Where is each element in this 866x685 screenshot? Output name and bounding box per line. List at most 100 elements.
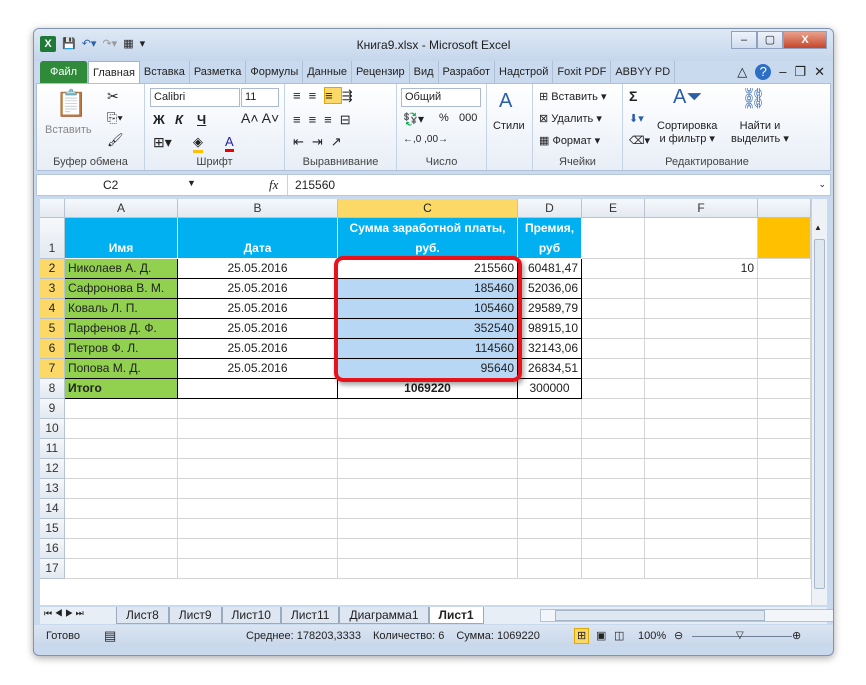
cell-A11[interactable] — [65, 439, 178, 459]
cell-D11[interactable] — [518, 439, 582, 459]
worksheet-grid[interactable]: A B C D E F 1 Имя Дата Сумма заработной платы, руб… — [40, 199, 811, 605]
cell-A10[interactable] — [65, 419, 178, 439]
percent-button[interactable]: % — [439, 112, 449, 124]
cell-C16[interactable] — [338, 539, 518, 559]
cell-C10[interactable] — [338, 419, 518, 439]
sheet-tab-2[interactable]: Лист10 — [221, 607, 281, 624]
cell-F16[interactable] — [645, 539, 758, 559]
cell-B10[interactable] — [178, 419, 338, 439]
cell-C1[interactable]: Сумма заработной платы, руб. — [338, 218, 518, 259]
customize-toolbar-icon[interactable]: ▾ — [139, 38, 146, 50]
cell-B8[interactable] — [178, 379, 338, 399]
column-header-D[interactable]: D — [518, 199, 582, 218]
tab-8[interactable]: Разработ — [439, 61, 496, 83]
cell-F14[interactable] — [645, 499, 758, 519]
redo-icon[interactable]: ↷▾ — [102, 38, 118, 50]
cell-B17[interactable] — [178, 559, 338, 579]
row-header-13[interactable]: 13 — [40, 479, 65, 499]
cell-A6[interactable]: Петров Ф. Л. — [65, 339, 178, 359]
tab-7[interactable]: Вид — [410, 61, 439, 83]
cell-C11[interactable] — [338, 439, 518, 459]
column-header-A[interactable]: A — [65, 199, 178, 218]
cell-B14[interactable] — [178, 499, 338, 519]
cell-B4[interactable]: 25.05.2016 — [178, 299, 338, 319]
underline-button[interactable]: Ч — [197, 112, 207, 127]
cell-A14[interactable] — [65, 499, 178, 519]
cell-D1[interactable]: Премия, руб — [518, 218, 582, 259]
cell-C14[interactable] — [338, 499, 518, 519]
currency-icon[interactable]: 💱▾ — [403, 112, 424, 126]
cell-F12[interactable] — [645, 459, 758, 479]
cell-G15[interactable] — [758, 519, 811, 539]
cell-F11[interactable] — [645, 439, 758, 459]
row-header-1[interactable]: 1 — [40, 218, 65, 259]
borders-icon[interactable]: ⊞▾ — [153, 134, 172, 150]
cell-F13[interactable] — [645, 479, 758, 499]
font-name-select[interactable]: Calibri — [150, 88, 240, 107]
cell-A7[interactable]: Попова М. Д. — [65, 359, 178, 379]
indent-icons[interactable]: ⇤⇥↗ — [293, 134, 350, 149]
cell-F5[interactable] — [645, 319, 758, 339]
row-header-3[interactable]: 3 — [40, 279, 65, 299]
cell-G2[interactable] — [758, 259, 811, 279]
row-header-10[interactable]: 10 — [40, 419, 65, 439]
row-header-2[interactable]: 2 — [40, 259, 65, 279]
cell-F1[interactable] — [645, 218, 758, 259]
styles-button[interactable]: Стили — [493, 120, 525, 132]
find-select-button[interactable]: Найти и выделить ▾ — [731, 120, 789, 145]
cell-D2[interactable]: 60481,47 — [518, 259, 582, 279]
cell-A4[interactable]: Коваль Л. П. — [65, 299, 178, 319]
cell-E1[interactable] — [582, 218, 645, 259]
cell-E17[interactable] — [582, 559, 645, 579]
zoom-slider[interactable] — [692, 636, 792, 637]
cell-E8[interactable] — [582, 379, 645, 399]
tab-1[interactable]: Главная — [88, 61, 140, 83]
cell-A8[interactable]: Итого — [65, 379, 178, 399]
restore-workbook-icon[interactable]: ❐ — [794, 64, 807, 79]
tab-6[interactable]: Рецензир — [352, 61, 410, 83]
thousands-button[interactable]: 000 — [459, 112, 478, 124]
vertical-scroll-thumb[interactable] — [814, 239, 825, 589]
font-size-select[interactable]: 11 — [241, 88, 279, 107]
save-icon[interactable]: 💾 — [62, 38, 76, 50]
row-header-15[interactable]: 15 — [40, 519, 65, 539]
horizontal-scroll-thumb[interactable] — [555, 610, 765, 621]
normal-view-icon[interactable]: ⊞ — [574, 628, 590, 644]
cell-E9[interactable] — [582, 399, 645, 419]
tab-4[interactable]: Формулы — [246, 61, 304, 83]
tab-9[interactable]: Надстрой — [495, 61, 554, 83]
zoom-in-icon[interactable]: ⊕ — [792, 630, 802, 642]
cell-G13[interactable] — [758, 479, 811, 499]
zoom-level[interactable]: 100% — [638, 630, 667, 642]
cell-C8[interactable]: 1069220 — [338, 379, 518, 399]
cell-D14[interactable] — [518, 499, 582, 519]
cell-E10[interactable] — [582, 419, 645, 439]
minimize-button[interactable]: – — [731, 31, 757, 49]
undo-icon[interactable]: ↶▾ — [81, 38, 97, 50]
select-all-button[interactable] — [40, 199, 65, 218]
sheet-tab-0[interactable]: Лист8 — [116, 607, 169, 624]
cell-B15[interactable] — [178, 519, 338, 539]
cell-B9[interactable] — [178, 399, 338, 419]
cell-F4[interactable] — [645, 299, 758, 319]
cell-A3[interactable]: Сафронова В. М. — [65, 279, 178, 299]
close-button[interactable]: X — [783, 31, 827, 49]
cell-B2[interactable]: 25.05.2016 — [178, 259, 338, 279]
cell-F10[interactable] — [645, 419, 758, 439]
tab-0[interactable]: Файл — [40, 61, 89, 83]
row-header-17[interactable]: 17 — [40, 559, 65, 579]
cell-A16[interactable] — [65, 539, 178, 559]
cell-F15[interactable] — [645, 519, 758, 539]
cell-F3[interactable] — [645, 279, 758, 299]
cell-A12[interactable] — [65, 459, 178, 479]
decimal-icons[interactable]: ←,0 ,00→ — [403, 134, 449, 145]
maximize-button[interactable]: ▢ — [757, 31, 783, 49]
copy-icon[interactable]: ⎘▾ — [107, 110, 123, 125]
horizontal-align-icons[interactable]: ≡≡≡⊟ — [293, 112, 359, 127]
cell-D12[interactable] — [518, 459, 582, 479]
cell-G3[interactable] — [758, 279, 811, 299]
cell-C5[interactable]: 352540 — [338, 319, 518, 339]
delete-cells-button[interactable]: ⊠ Удалить ▾ — [539, 113, 602, 125]
cell-G6[interactable] — [758, 339, 811, 359]
column-header-E[interactable]: E — [582, 199, 645, 218]
